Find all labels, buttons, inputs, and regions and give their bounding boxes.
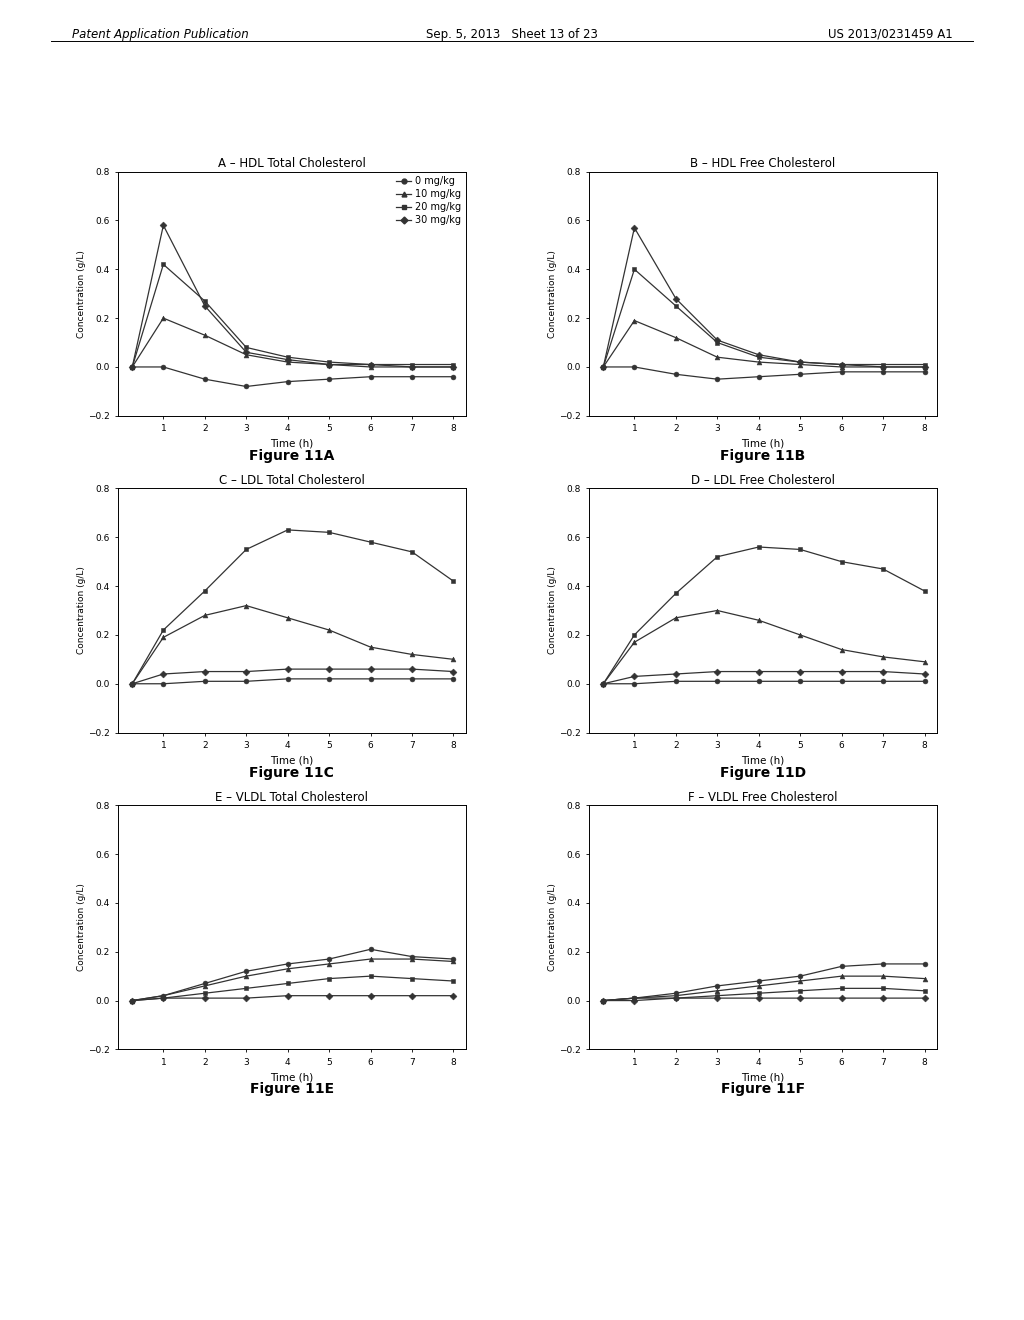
Text: Figure 11E: Figure 11E bbox=[250, 1082, 334, 1097]
Title: C – LDL Total Cholesterol: C – LDL Total Cholesterol bbox=[219, 474, 365, 487]
Title: D – LDL Free Cholesterol: D – LDL Free Cholesterol bbox=[691, 474, 835, 487]
Y-axis label: Concentration (g/L): Concentration (g/L) bbox=[77, 566, 86, 655]
Y-axis label: Concentration (g/L): Concentration (g/L) bbox=[548, 566, 557, 655]
Y-axis label: Concentration (g/L): Concentration (g/L) bbox=[548, 883, 557, 972]
X-axis label: Time (h): Time (h) bbox=[741, 755, 784, 766]
Text: US 2013/0231459 A1: US 2013/0231459 A1 bbox=[827, 28, 952, 41]
X-axis label: Time (h): Time (h) bbox=[741, 1072, 784, 1082]
X-axis label: Time (h): Time (h) bbox=[741, 438, 784, 449]
Y-axis label: Concentration (g/L): Concentration (g/L) bbox=[77, 249, 86, 338]
Text: Figure 11B: Figure 11B bbox=[720, 449, 806, 463]
X-axis label: Time (h): Time (h) bbox=[270, 755, 313, 766]
Text: Figure 11C: Figure 11C bbox=[250, 766, 334, 780]
Legend: 0 mg/kg, 10 mg/kg, 20 mg/kg, 30 mg/kg: 0 mg/kg, 10 mg/kg, 20 mg/kg, 30 mg/kg bbox=[396, 177, 461, 226]
Title: B – HDL Free Cholesterol: B – HDL Free Cholesterol bbox=[690, 157, 836, 170]
X-axis label: Time (h): Time (h) bbox=[270, 1072, 313, 1082]
Title: E – VLDL Total Cholesterol: E – VLDL Total Cholesterol bbox=[215, 791, 369, 804]
Title: F – VLDL Free Cholesterol: F – VLDL Free Cholesterol bbox=[688, 791, 838, 804]
Text: Figure 11A: Figure 11A bbox=[249, 449, 335, 463]
Y-axis label: Concentration (g/L): Concentration (g/L) bbox=[548, 249, 557, 338]
Text: Patent Application Publication: Patent Application Publication bbox=[72, 28, 249, 41]
Title: A – HDL Total Cholesterol: A – HDL Total Cholesterol bbox=[218, 157, 366, 170]
Text: Figure 11F: Figure 11F bbox=[721, 1082, 805, 1097]
X-axis label: Time (h): Time (h) bbox=[270, 438, 313, 449]
Y-axis label: Concentration (g/L): Concentration (g/L) bbox=[77, 883, 86, 972]
Text: Sep. 5, 2013   Sheet 13 of 23: Sep. 5, 2013 Sheet 13 of 23 bbox=[426, 28, 598, 41]
Text: Figure 11D: Figure 11D bbox=[720, 766, 806, 780]
